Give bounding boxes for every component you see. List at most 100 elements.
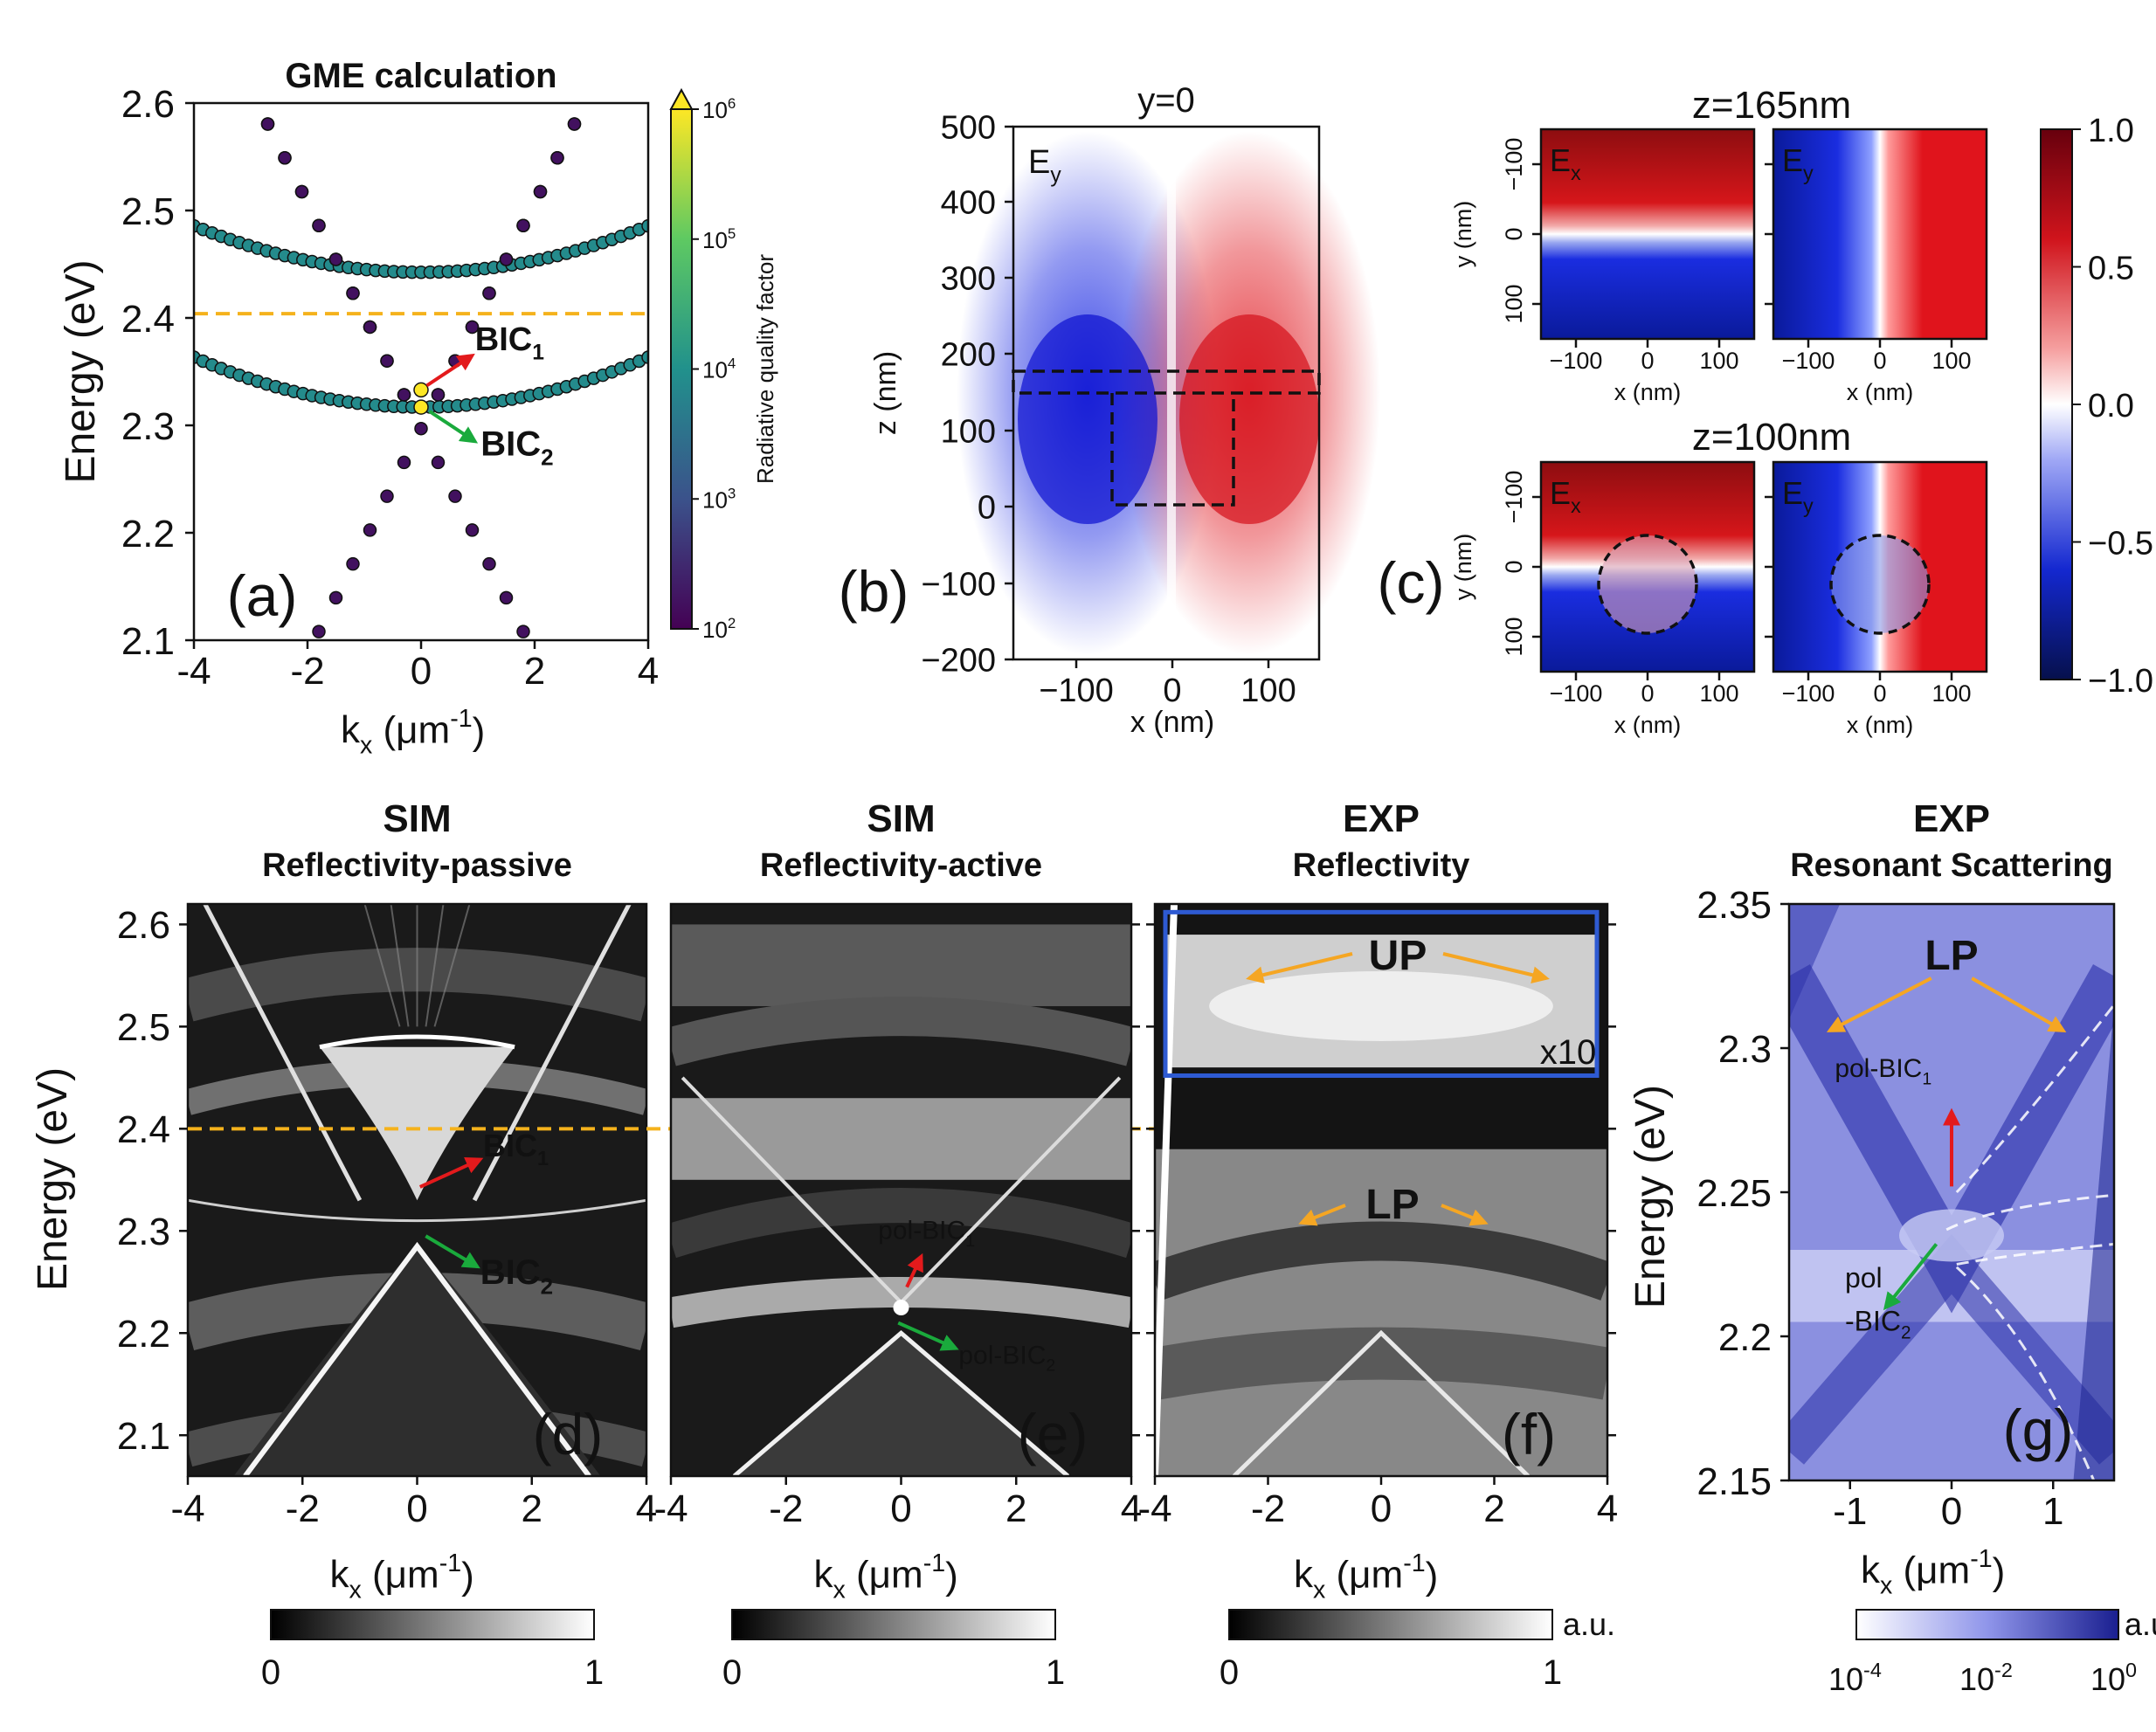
map-line [1232,1329,1531,1476]
x-axis-label: x (nm) [1130,706,1214,739]
label-part: 4 [728,355,736,372]
map-band [1155,1221,1607,1301]
label-part: 10 [702,486,728,513]
x-axis-label: kx (μm-1) [341,705,485,759]
bic2-label: BIC2 [480,1253,553,1299]
y-tick-label: 0 [1501,227,1527,240]
y-tick-label: −100 [921,567,996,604]
x-tick-label: 100 [1699,680,1738,707]
label-part: -1 [1403,1549,1425,1577]
x-tick-label: −100 [1782,680,1835,707]
y-tick-label: 2.6 [117,904,170,947]
x-tick-label: 100 [1931,348,1971,374]
chart-subtitle: Resonant Scattering [1790,847,2113,884]
cone-point [603,795,615,807]
colorbar-tick-label: −0.5 [2088,526,2153,562]
label-part: -2 [1994,1659,2013,1681]
cone-point [294,184,309,199]
colorbar-tick-label: 0 [1220,1653,1239,1692]
label-part: k [814,1553,834,1596]
colorbar-tick-label: 1.0 [2088,113,2134,149]
label-part: 2 [1901,1322,1911,1342]
label-part: ) [461,1555,474,1597]
lp-arrow-left [1826,976,1932,1032]
colorbar [1855,1609,2119,1640]
cone-point [397,455,411,470]
x-tick-label: 0 [1873,680,1886,707]
label-part: 1 [532,342,544,365]
panel-e: -4 -2 0 2 4 kx (μm-1) SIM Reflectivity-active (e… [653,797,1142,1692]
cone-point [328,590,343,605]
label-part: pol-BIC [878,1217,965,1246]
cone-point [482,286,496,300]
y-tick-label: 0 [978,490,996,527]
label-part: ) [945,1555,958,1597]
cone-point [431,455,446,470]
cone-point [567,117,582,131]
y-tick-label: 2.3 [1718,1028,1772,1071]
map-band [671,1098,1131,1180]
label-part: -4 [1863,1659,1882,1681]
x-tick-label: 0 [1641,348,1654,374]
dashed-fit [1955,1004,2114,1194]
colorbar-unit: a.u. [2125,1606,2156,1642]
y-tick-label: −200 [921,643,996,680]
panel-label: (f) [1502,1402,1556,1466]
x-tick-label: 1 [2042,1490,2063,1533]
label-part: k [341,708,361,751]
label-part: E [1028,144,1050,181]
y-tick-label: 2.4 [117,1108,170,1151]
chart-subtitle: Reflectivity [1293,847,1470,884]
dashed-fit [1955,1266,2096,1480]
colorbar-tick-label: 100 [2090,1659,2137,1697]
label-part: E [1550,142,1571,178]
map-content [671,904,1131,1476]
x-tick-label: -1 [1833,1490,1867,1533]
bic-point [413,382,429,398]
field-subpanel: Ex −100 0 100 x (nm) −100 0 100 y (nm) [1450,128,1756,405]
label-part: ) [1426,1555,1439,1597]
x-axis-label: kx (μm-1) [814,1549,958,1604]
label-part: E [1782,142,1803,178]
y-tick-label: 2.1 [121,620,175,663]
y-axis-label: Energy (eV) [58,259,104,483]
axes-frame [192,101,650,642]
map-feature [233,1246,601,1476]
map-line [243,1241,591,1476]
label-part: -1 [439,1549,461,1577]
x-tick-label: -4 [176,650,211,693]
cone-point [516,218,530,232]
label-part: x [1571,494,1581,517]
x-axis-label: x (nm) [1847,712,1914,738]
y-tick-label: 200 [941,337,996,374]
panel-a: -4 -2 0 2 4 2.1 2.2 2.3 2.4 2.5 2.6 GME calculation… [58,17,778,807]
y-tick-label: 2.6 [121,83,175,126]
label-part: 10 [702,97,728,123]
map-line [188,1198,646,1223]
scale-label: x10 [1540,1033,1597,1072]
cone-point [278,150,292,165]
chart-subtitle: Reflectivity-passive [262,847,572,884]
label-part: (μm [1325,1553,1403,1596]
polbic2-label: pol [1845,1262,1883,1294]
cone-point [262,727,274,739]
label-part: (μm [362,1553,439,1596]
label-part: ) [1993,1550,2006,1593]
up-arrow-right [1442,952,1550,984]
y-tick-label: 2.3 [121,405,175,448]
y-tick-label: −100 [1501,471,1527,524]
cone-point [619,17,632,29]
x-tick-label: 4 [638,650,659,693]
bic1-label: BIC1 [483,1128,549,1170]
field-label: Ey [1782,475,1814,517]
label-part: 2 [541,445,553,471]
polbic1-arrow [905,1252,923,1288]
y-tick-label: 2.3 [117,1211,170,1253]
x-tick-label: -2 [290,650,324,693]
label-part: 10 [702,227,728,253]
cone-point [346,556,360,571]
bic2-arrow [425,1234,480,1269]
label-part: -1 [450,705,472,733]
polbic2-label: -BIC2 [1845,1305,1911,1342]
label-part: BIC [475,321,532,358]
